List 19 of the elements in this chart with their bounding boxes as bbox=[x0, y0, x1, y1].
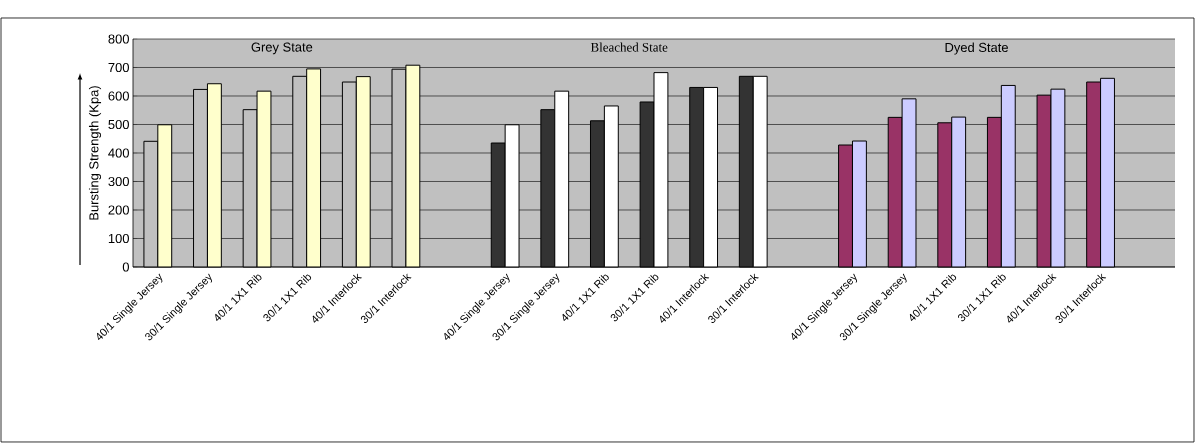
y-tick-label: 700 bbox=[108, 62, 129, 73]
y-tick-label: 200 bbox=[108, 205, 129, 215]
x-tick-label: 40/1 1X1 Rib bbox=[909, 274, 957, 322]
annotation: Grey State bbox=[251, 42, 313, 55]
annotation: Dyed State bbox=[945, 42, 1008, 55]
y-tick-label: 600 bbox=[108, 91, 129, 101]
y-tick-label: 300 bbox=[108, 176, 129, 187]
y-tick-label: 500 bbox=[108, 119, 129, 130]
y-axis-title: Bursting Strength (Kpa) bbox=[88, 86, 102, 220]
x-tick-label: 30/1 1X1 Rib bbox=[610, 274, 659, 322]
y-tick-label: 800 bbox=[108, 34, 129, 44]
y-tick-label: 0 bbox=[122, 262, 129, 272]
annotation: Bleached State bbox=[590, 42, 668, 52]
x-tick-label: 40/1 1X1 Rib bbox=[562, 274, 609, 322]
x-tick-label: 40/1 1X1 Rib bbox=[215, 274, 262, 322]
x-tick-label: 30/1 1X1 Rib bbox=[263, 274, 312, 322]
y-tick-label: 100 bbox=[108, 233, 129, 244]
x-tick-label: 30/1 1X1 Rib bbox=[958, 274, 1006, 322]
y-tick-label: 400 bbox=[108, 148, 129, 158]
